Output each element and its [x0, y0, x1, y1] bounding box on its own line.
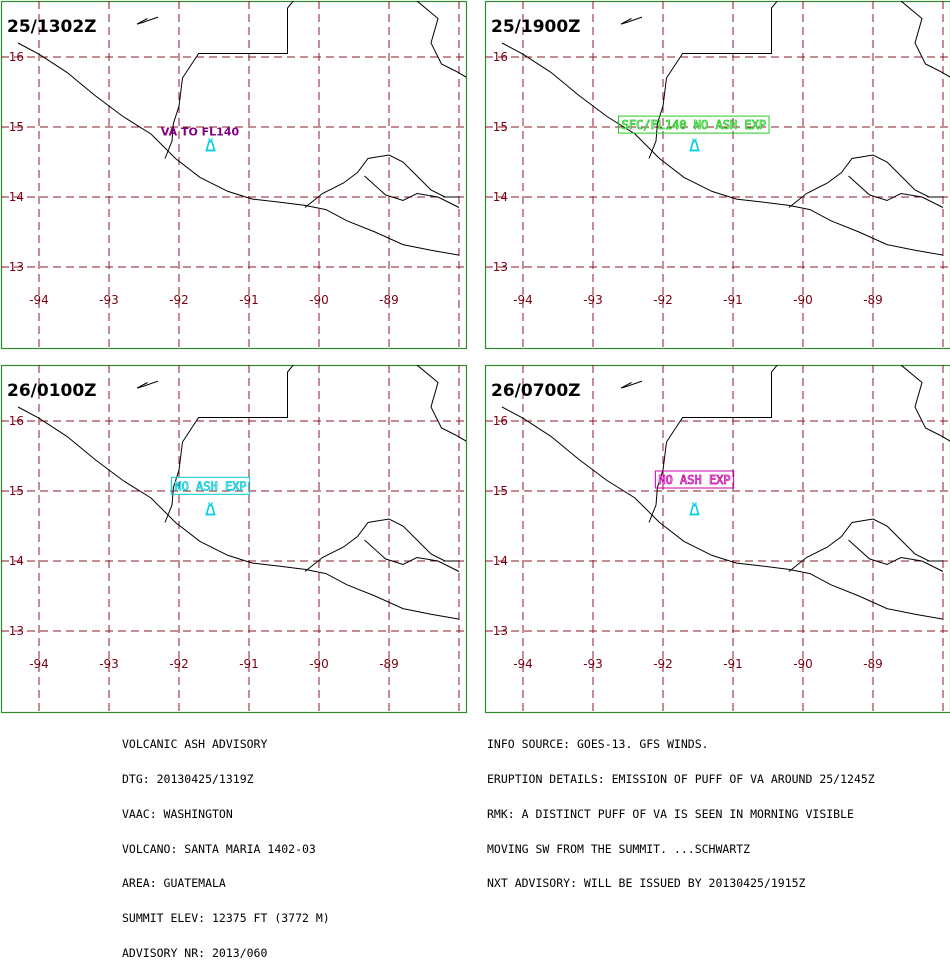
- advisory-details-block: INFO SOURCE: GOES-13. GFS WINDS. ERUPTIO…: [487, 716, 875, 902]
- longitude-label: -90: [793, 657, 813, 671]
- longitude-label: -94: [29, 657, 49, 671]
- latitude-label: 14: [9, 190, 24, 204]
- latitude-label: 15: [493, 484, 508, 498]
- longitude-label: -94: [29, 293, 49, 307]
- longitude-label: -90: [309, 657, 329, 671]
- latitude-label: 14: [9, 554, 24, 568]
- advisory-summit-elev: SUMMIT ELEV: 12375 FT (3772 M): [122, 913, 330, 925]
- advisory-title: VOLCANIC ASH ADVISORY: [122, 739, 330, 751]
- longitude-label: -89: [863, 293, 883, 307]
- longitude-label: -93: [99, 657, 119, 671]
- map-panel: 25/1302Z 16 15 14 13 -94 -93 -92 -91 -90 -89 VA TO …: [1, 0, 480, 348]
- latitude-label: 13: [9, 624, 24, 638]
- longitude-label: -92: [169, 657, 189, 671]
- longitude-label: -94: [513, 293, 533, 307]
- latitude-label: 16: [9, 50, 24, 64]
- map-panel: 26/0700Z 16 15 14 13 -94 -93 -92 -91 -90 -89 NO ASH…: [485, 329, 950, 713]
- latitude-label: 16: [493, 414, 508, 428]
- advisory-dtg: DTG: 20130425/1319Z: [122, 774, 330, 786]
- latitude-label: 16: [9, 414, 24, 428]
- panel-valid-time: 26/0100Z: [7, 381, 97, 401]
- longitude-label: -91: [239, 293, 259, 307]
- ash-forecast-label: VA TO FL140: [161, 125, 240, 138]
- ash-forecast-label: NO ASH EXP: [174, 479, 246, 493]
- advisory-remark: RMK: A DISTINCT PUFF OF VA IS SEEN IN MO…: [487, 809, 875, 821]
- longitude-label: -94: [513, 657, 533, 671]
- longitude-label: -92: [169, 293, 189, 307]
- longitude-label: -93: [583, 657, 603, 671]
- latitude-label: 16: [493, 50, 508, 64]
- advisory-vaac: VAAC: WASHINGTON: [122, 809, 330, 821]
- latitude-label: 13: [493, 260, 508, 274]
- panel-valid-time: 25/1302Z: [7, 17, 97, 37]
- longitude-label: -92: [653, 657, 673, 671]
- longitude-label: -90: [309, 293, 329, 307]
- longitude-label: -92: [653, 293, 673, 307]
- panel-valid-time: 25/1900Z: [491, 17, 581, 37]
- advisory-area: AREA: GUATEMALA: [122, 878, 330, 890]
- longitude-label: -93: [583, 293, 603, 307]
- latitude-label: 15: [9, 120, 24, 134]
- longitude-label: -93: [99, 293, 119, 307]
- longitude-label: -89: [379, 657, 399, 671]
- longitude-label: -91: [723, 293, 743, 307]
- latitude-label: 15: [9, 484, 24, 498]
- latitude-label: 13: [9, 260, 24, 274]
- longitude-label: -90: [793, 293, 813, 307]
- panel-valid-time: 26/0700Z: [491, 381, 581, 401]
- longitude-label: -91: [239, 657, 259, 671]
- map-panel: 25/1900Z 16 15 14 13 -94 -93 -92 -91 -90 -89 SFC/FL…: [485, 0, 950, 348]
- longitude-label: -89: [379, 293, 399, 307]
- advisory-volcano: VOLCANO: SANTA MARIA 1402-03: [122, 844, 330, 856]
- latitude-label: 14: [493, 554, 508, 568]
- ash-forecast-label: SFC/FL140 NO ASH EXP: [622, 118, 767, 132]
- forecast-map-grid: 25/1302Z 16 15 14 13 -94 -93 -92 -91 -90 -89 VA TO …: [0, 0, 950, 812]
- advisory-header-block: VOLCANIC ASH ADVISORY DTG: 20130425/1319…: [122, 716, 330, 971]
- latitude-label: 14: [493, 190, 508, 204]
- latitude-label: 15: [493, 120, 508, 134]
- longitude-label: -89: [863, 657, 883, 671]
- map-panel: 26/0100Z 16 15 14 13 -94 -93 -92 -91 -90 -89 NO ASH…: [1, 329, 480, 713]
- advisory-remark-continued: MOVING SW FROM THE SUMMIT. ...SCHWARTZ: [487, 844, 875, 856]
- ash-forecast-label: NO ASH EXP: [658, 473, 730, 487]
- latitude-label: 13: [493, 624, 508, 638]
- advisory-info-source: INFO SOURCE: GOES-13. GFS WINDS.: [487, 739, 875, 751]
- advisory-eruption-details: ERUPTION DETAILS: EMISSION OF PUFF OF VA…: [487, 774, 875, 786]
- advisory-number: ADVISORY NR: 2013/060: [122, 948, 330, 960]
- advisory-next: NXT ADVISORY: WILL BE ISSUED BY 20130425…: [487, 878, 875, 890]
- longitude-label: -91: [723, 657, 743, 671]
